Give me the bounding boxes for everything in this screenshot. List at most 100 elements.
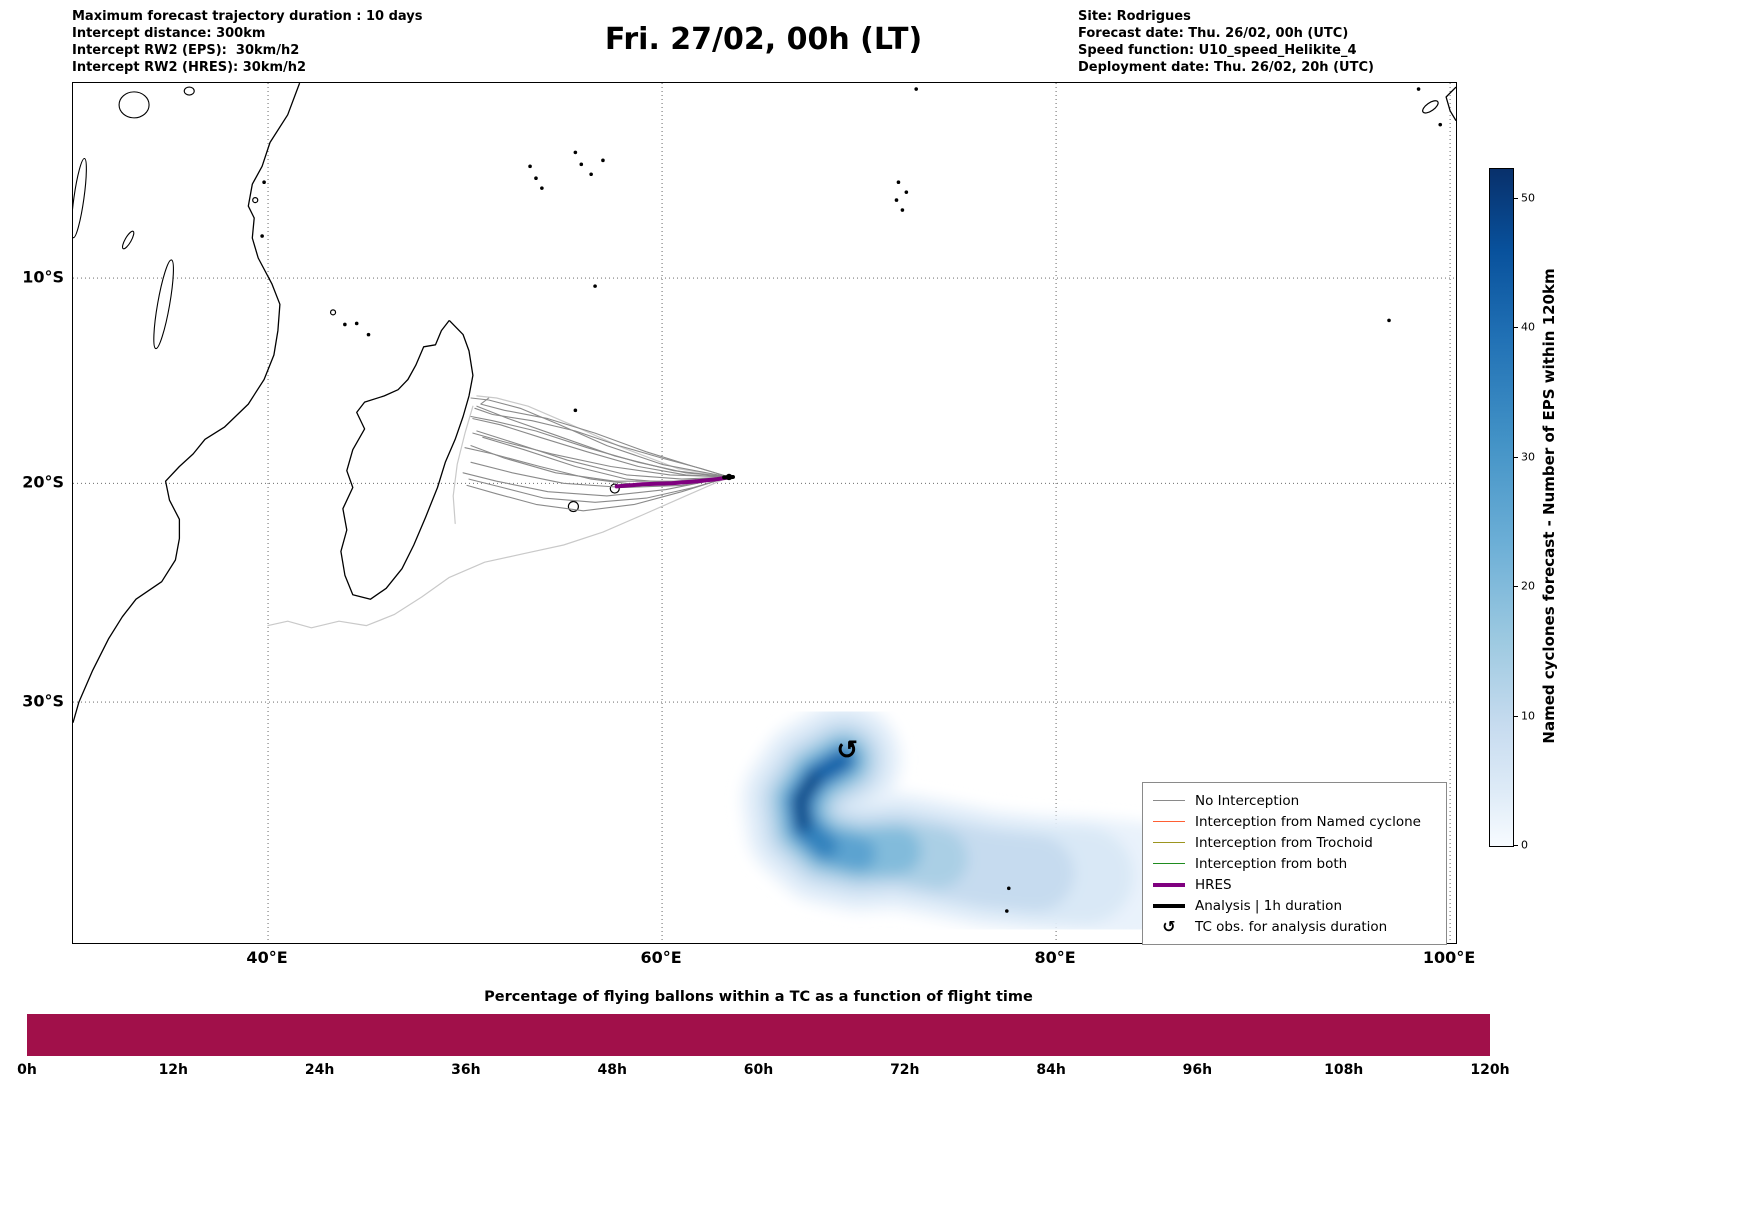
legend-line xyxy=(1153,882,1185,887)
site-marker xyxy=(725,473,733,481)
tc-obs-icon: ↺ xyxy=(1162,916,1176,936)
island-outline xyxy=(252,197,259,204)
lake-outline xyxy=(118,91,150,119)
colorbar-tick-mark xyxy=(1513,327,1518,329)
flight-time-tick-label: 48h xyxy=(597,1062,627,1078)
legend-line xyxy=(1153,863,1185,864)
forecast-params-block: Maximum forecast trajectory duration : 1… xyxy=(72,8,423,76)
small-island-dot xyxy=(589,172,593,177)
small-island-dot xyxy=(573,408,578,413)
legend-item-3: Interception from both xyxy=(1153,853,1436,874)
flight-time-tick-label: 0h xyxy=(17,1062,37,1078)
map-plot-area: ↺ No Interception Interception from Named… xyxy=(72,82,1457,945)
eps-trajectory-no-interception xyxy=(466,476,730,512)
bottom-chart-title: Percentage of flying ballons within a TC… xyxy=(484,989,1033,1005)
small-island-dot xyxy=(896,180,901,185)
info-deployment-date: Deployment date: Thu. 26/02, 20h (UTC) xyxy=(1078,60,1374,75)
legend-line xyxy=(1153,800,1185,801)
small-island-dot xyxy=(262,180,266,185)
small-island-dot xyxy=(1438,122,1443,127)
colorbar-tick-label: 30 xyxy=(1521,450,1535,464)
legend-line-sample xyxy=(1153,800,1185,801)
island-outline xyxy=(567,500,580,513)
legend-item-label: HRES xyxy=(1195,876,1232,893)
eps-trajectory-no-interception xyxy=(474,407,730,478)
eps-trajectory-faded xyxy=(476,395,730,478)
colorbar-tick-label: 0 xyxy=(1521,838,1528,852)
legend-item-4: HRES xyxy=(1153,874,1436,895)
trajectory-layer xyxy=(267,395,730,629)
africa-coastline xyxy=(73,83,301,723)
small-island-dot xyxy=(534,176,538,181)
legend-item-label: No Interception xyxy=(1195,792,1300,809)
lake-outline xyxy=(73,157,87,239)
legend-line-sample xyxy=(1153,863,1185,864)
flight-time-tick-label: 96h xyxy=(1182,1062,1213,1078)
legend-line-sample xyxy=(1153,842,1185,843)
legend-item-1: Interception from Named cyclone xyxy=(1153,811,1436,832)
small-island-dot xyxy=(1005,909,1009,913)
small-island-dot xyxy=(914,87,918,91)
legend-item-2: Interception from Trochoid xyxy=(1153,832,1436,853)
eps-trajectory-no-interception xyxy=(476,430,730,480)
flight-time-tick-label: 120h xyxy=(1470,1062,1510,1078)
x-tick-label: 40°E xyxy=(246,948,288,967)
small-island-dot xyxy=(366,332,371,337)
x-tick-label: 60°E xyxy=(640,948,682,967)
legend-item-label: Analysis | 1h duration xyxy=(1195,897,1342,914)
eps-trajectory-no-interception xyxy=(470,397,730,478)
small-island-dot xyxy=(593,284,597,288)
small-island-dot xyxy=(904,190,909,194)
tc-obs-icon: ↺ xyxy=(836,736,858,766)
colorbar-tick-mark xyxy=(1513,456,1518,458)
legend-line-sample xyxy=(1153,821,1185,822)
eps-trajectory-no-interception xyxy=(468,476,730,503)
info-site: Site: Rodrigues xyxy=(1078,9,1191,24)
eps-trajectory-no-interception xyxy=(470,461,730,489)
eps-trajectory-no-interception xyxy=(472,432,730,478)
small-island-dot xyxy=(601,158,605,163)
small-island-dot xyxy=(343,322,347,327)
page-title: Fri. 27/02, 00h (LT) xyxy=(604,22,923,57)
flight-time-tick-label: 108h xyxy=(1324,1062,1364,1078)
madagascar-coastline xyxy=(340,319,474,600)
tc-obs-dot xyxy=(848,741,854,748)
small-island-dot xyxy=(1387,318,1391,323)
site-info-block: Site: Rodrigues Forecast date: Thu. 26/0… xyxy=(1078,8,1374,76)
param-intercept-distance: Intercept distance: 300km xyxy=(72,26,266,41)
legend-line-sample xyxy=(1153,882,1185,887)
flight-time-tick-label: 84h xyxy=(1036,1062,1066,1078)
flight-time-bar xyxy=(27,1014,1490,1056)
coastline-layer xyxy=(73,83,1456,913)
eps-trajectory-no-interception xyxy=(470,415,730,478)
colorbar-tick-label: 10 xyxy=(1521,709,1535,723)
lake-outline xyxy=(183,86,195,96)
small-island-dot xyxy=(260,234,264,238)
colorbar-tick-label: 50 xyxy=(1521,191,1535,205)
colorbar-tick-label: 40 xyxy=(1521,320,1535,334)
small-island-dot xyxy=(540,186,544,190)
legend-item-0: No Interception xyxy=(1153,790,1436,811)
small-island-dot xyxy=(573,150,578,155)
colorbar-tick-mark xyxy=(1513,586,1518,588)
y-tick-label: 20°S xyxy=(22,472,64,492)
small-island-dot xyxy=(1416,87,1421,91)
info-forecast-date: Forecast date: Thu. 26/02, 00h (UTC) xyxy=(1078,26,1349,41)
hres-analysis-layer: ↺ xyxy=(614,473,858,766)
colorbar xyxy=(1489,168,1514,847)
y-tick-label: 30°S xyxy=(22,691,64,711)
flight-time-tick-label: 72h xyxy=(890,1062,920,1078)
lake-outline xyxy=(121,230,135,250)
info-speed-function: Speed function: U10_speed_Helikite_4 xyxy=(1078,43,1357,58)
sumatra-coastline xyxy=(1445,86,1456,122)
island-outline xyxy=(329,309,337,316)
small-island-dot xyxy=(1006,886,1011,891)
legend-line xyxy=(1153,842,1185,843)
x-tick-label: 100°E xyxy=(1422,948,1476,967)
map-canvas: ↺ xyxy=(73,83,1456,943)
x-tick-label: 80°E xyxy=(1034,948,1076,967)
eps-trajectory-no-interception xyxy=(462,472,730,497)
small-island-dot xyxy=(894,198,899,202)
param-max-duration: Maximum forecast trajectory duration : 1… xyxy=(72,9,423,24)
